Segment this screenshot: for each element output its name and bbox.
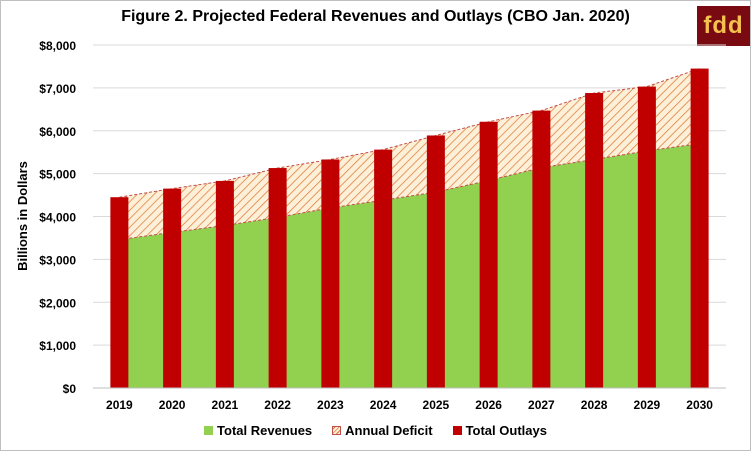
y-tick-label: $6,000 xyxy=(39,125,76,139)
bar-total-outlays xyxy=(110,197,129,388)
chart-title: Figure 2. Projected Federal Revenues and… xyxy=(121,8,630,25)
area-annual-deficit xyxy=(119,68,700,240)
y-tick-label: $8,000 xyxy=(39,39,76,53)
bar-total-outlays xyxy=(426,135,445,388)
fdd-logo: fdd xyxy=(697,6,750,46)
x-tick-label: 2024 xyxy=(370,398,397,412)
legend: Total Revenues Annual Deficit Total Outl… xyxy=(0,423,751,438)
legend-label-deficit: Annual Deficit xyxy=(345,423,433,438)
x-tick-label: 2021 xyxy=(212,398,239,412)
x-tick-label: 2026 xyxy=(475,398,502,412)
y-tick-label: $1,000 xyxy=(39,339,76,353)
bar-total-outlays xyxy=(321,159,340,388)
bar-layer xyxy=(110,68,709,389)
x-tick-label: 2030 xyxy=(686,398,713,412)
bar-total-outlays xyxy=(374,149,393,388)
legend-swatch-deficit xyxy=(332,426,342,435)
bar-total-outlays xyxy=(690,68,709,389)
bar-total-outlays xyxy=(532,110,551,388)
y-axis-label: Billions in Dollars xyxy=(15,161,30,271)
y-tick-label: $3,000 xyxy=(39,253,76,267)
legend-item-revenues: Total Revenues xyxy=(204,423,312,438)
y-tick-label: $7,000 xyxy=(39,82,76,96)
legend-swatch-revenues xyxy=(204,426,214,435)
bar-total-outlays xyxy=(479,121,498,388)
bar-total-outlays xyxy=(215,180,234,388)
legend-item-deficit: Annual Deficit xyxy=(332,423,433,438)
area-layer xyxy=(119,68,700,388)
x-tick-label: 2019 xyxy=(106,398,133,412)
x-tick-label: 2025 xyxy=(423,398,450,412)
legend-label-revenues: Total Revenues xyxy=(217,423,313,438)
x-tick-label: 2020 xyxy=(159,398,186,412)
axis-layer: $0 $1,000 $2,000 $3,000 $4,000 $5,000 $6,000 $7… xyxy=(39,39,726,412)
y-tick-label: $5,000 xyxy=(39,168,76,182)
x-tick-label: 2023 xyxy=(317,398,344,412)
y-tick-label: $0 xyxy=(63,382,77,396)
x-tick-label: 2022 xyxy=(264,398,291,412)
y-tick-label: $2,000 xyxy=(39,296,76,310)
area-total-revenues xyxy=(119,143,700,388)
legend-label-outlays: Total Outlays xyxy=(465,423,547,438)
x-tick-label: 2028 xyxy=(581,398,608,412)
bar-total-outlays xyxy=(637,86,656,389)
bar-total-outlays xyxy=(585,93,604,389)
x-tick-label: 2027 xyxy=(528,398,555,412)
legend-item-outlays: Total Outlays xyxy=(452,423,547,438)
y-tick-label: $4,000 xyxy=(39,211,76,225)
x-tick-label: 2029 xyxy=(634,398,661,412)
legend-swatch-outlays xyxy=(452,426,462,435)
bar-total-outlays xyxy=(163,188,182,388)
bar-total-outlays xyxy=(268,168,287,388)
